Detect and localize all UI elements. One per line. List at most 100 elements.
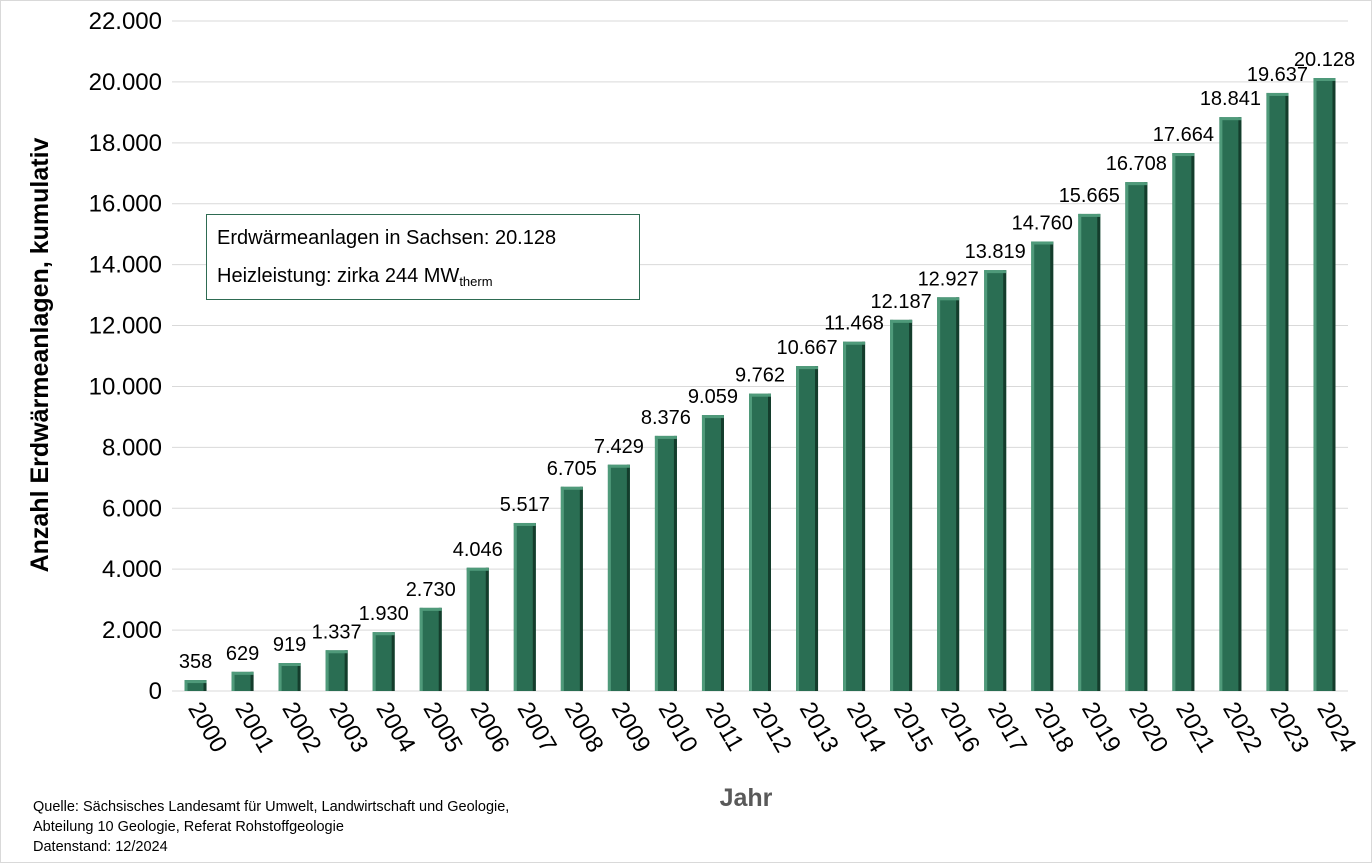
data-label: 20.128 (1294, 49, 1355, 71)
bar-bevel-right (909, 319, 913, 691)
bar (231, 671, 254, 691)
bar-bevel-top (1172, 153, 1195, 157)
bar-bevel-right (1285, 92, 1289, 691)
bar-bevel-left (1125, 182, 1129, 691)
data-label: 17.664 (1153, 124, 1214, 146)
bar (1078, 213, 1101, 691)
bar-bevel-top (607, 464, 630, 468)
data-label: 1.337 (312, 621, 362, 643)
bar-body (231, 671, 254, 691)
data-label: 11.468 (824, 313, 884, 335)
bar-bevel-left (796, 366, 800, 691)
bar-bevel-right (1332, 78, 1336, 691)
x-axis-ticks: 2000200120022003200420052006200720082009… (182, 698, 1361, 758)
data-label: 919 (273, 634, 306, 656)
x-tick-label: 2019 (1076, 698, 1126, 758)
y-tick-label: 20.000 (89, 69, 162, 96)
bar-body (701, 415, 724, 691)
bar-bevel-left (607, 464, 611, 691)
y-tick-label: 4.000 (102, 556, 162, 583)
bar-bevel-right (1238, 117, 1242, 691)
x-tick-label: 2004 (370, 698, 420, 758)
bar-body (1219, 117, 1242, 691)
bar (1219, 117, 1242, 691)
bar-bevel-top (890, 319, 913, 323)
y-tick-label: 12.000 (89, 313, 162, 340)
data-label: 18.841 (1200, 88, 1261, 110)
bar-body (560, 486, 583, 691)
bar (372, 632, 395, 691)
bar-bevel-top (560, 486, 583, 490)
bar-bevel-left (466, 567, 470, 691)
bar-bevel-top (1125, 182, 1148, 186)
bar-body (1172, 153, 1195, 691)
x-tick-label: 2005 (418, 698, 468, 758)
bar (1031, 241, 1054, 691)
data-label: 358 (179, 651, 212, 673)
bar-bevel-top (231, 671, 254, 675)
data-label: 6.705 (547, 458, 597, 480)
data-label: 5.517 (500, 494, 550, 516)
x-tick-label: 2002 (276, 698, 326, 758)
bar-body (654, 435, 677, 691)
bar-bevel-right (1097, 213, 1101, 691)
data-label: 15.665 (1059, 185, 1120, 207)
bar-bevel-left (1078, 213, 1082, 691)
bar-bevel-left (1219, 117, 1223, 691)
bar (513, 522, 536, 691)
bar-bevel-right (720, 415, 724, 691)
info-capacity-text: Heizleistung: zirka 244 MW (217, 265, 460, 287)
bar-bevel-right (815, 366, 819, 691)
x-tick-label: 2015 (888, 698, 938, 758)
x-tick-label: 2020 (1123, 698, 1173, 758)
bar-bevel-left (184, 680, 188, 691)
y-axis-ticks: 0 2.000 4.000 6.000 8.000 10.000 12.000 14.000 1… (89, 8, 162, 705)
bar-bevel-top (184, 680, 207, 684)
bar-bevel-left (1266, 92, 1270, 691)
data-label: 14.760 (1012, 212, 1073, 234)
source-line-1: Quelle: Sächsisches Landesamt für Umwelt… (33, 799, 510, 815)
bar-bevel-top (1078, 213, 1101, 217)
bar-bevel-right (768, 393, 771, 691)
data-label: 4.046 (453, 539, 503, 561)
bar (1172, 153, 1195, 691)
info-capacity-unit-subscript: therm (459, 274, 493, 289)
x-tick-label: 2013 (794, 698, 844, 758)
x-tick-label: 2010 (653, 698, 703, 758)
bar (654, 435, 677, 691)
data-label: 12.927 (918, 268, 979, 290)
x-tick-label: 2012 (747, 698, 797, 758)
x-tick-label: 2017 (982, 698, 1032, 758)
y-tick-label: 16.000 (89, 191, 162, 218)
bar-bevel-left (1031, 241, 1035, 691)
bar-body (184, 680, 207, 691)
x-tick-label: 2009 (606, 698, 656, 758)
bar-bevel-right (1050, 241, 1054, 691)
bar-body (749, 393, 771, 691)
bar-body (1125, 182, 1148, 691)
bar-body (513, 522, 536, 691)
bar-bevel-right (579, 486, 583, 691)
data-label: 8.376 (641, 407, 691, 429)
bar-bevel-top (1031, 241, 1054, 245)
x-tick-label: 2024 (1311, 698, 1361, 758)
x-tick-label: 2023 (1264, 698, 1314, 758)
y-tick-label: 6.000 (102, 495, 162, 522)
x-tick-label: 2022 (1217, 698, 1267, 758)
bar-body (937, 297, 960, 691)
bar (1313, 78, 1336, 691)
bar-bevel-left (1313, 78, 1317, 691)
bar-bevel-right (673, 435, 677, 691)
bar-bevel-left (560, 486, 564, 691)
bar-body (843, 341, 866, 691)
bar-bevel-top (1219, 117, 1242, 121)
data-label: 2.730 (406, 579, 456, 601)
bar-bevel-left (843, 341, 847, 691)
info-heating-capacity: Heizleistung: zirka 244 MWtherm (217, 265, 493, 289)
bar (419, 607, 442, 691)
bar (607, 464, 630, 691)
bar-bevel-left (325, 650, 329, 691)
data-label: 12.187 (871, 291, 932, 313)
